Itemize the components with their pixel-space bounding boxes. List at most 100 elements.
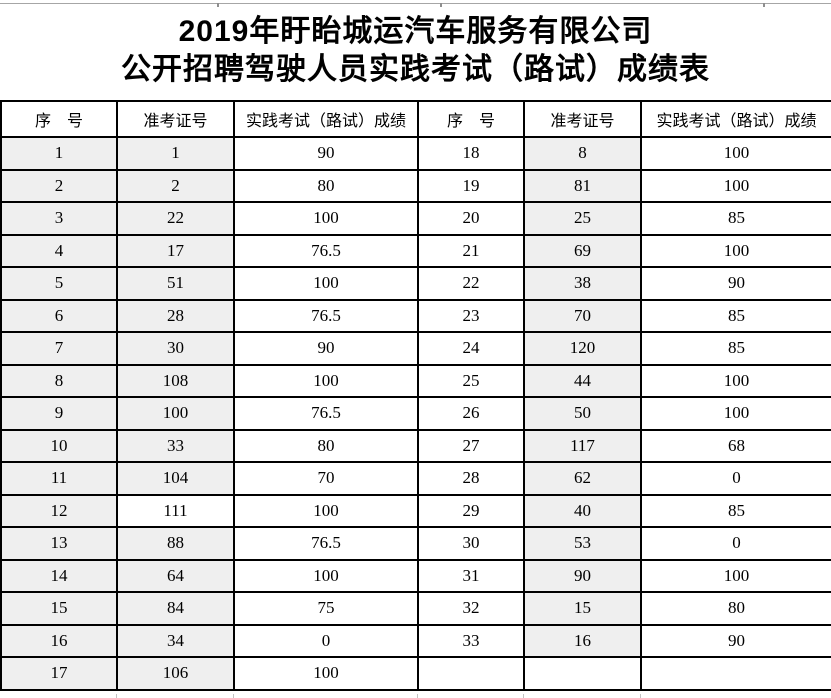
serial-cell: 1 [0,136,118,171]
serial-cell [417,656,525,691]
grid-line [523,694,524,698]
ticket-cell: 70 [523,298,642,333]
grid-line [640,694,641,698]
score-cell: 76.5 [233,526,419,561]
partial-top-gridline [0,3,831,7]
serial-cell: 30 [417,526,525,561]
column-header: 序 号 [0,100,118,138]
score-cell: 100 [640,396,831,431]
serial-cell: 10 [0,428,118,463]
ticket-cell: 28 [116,298,235,333]
score-table: 序 号准考证号 实践考试（路试）成绩序 号准考证号 实践考试（路试）成绩 1 1 90 1… [0,100,831,691]
grid-line [233,694,234,698]
ticket-cell [523,656,642,691]
table-row: 15 84 75 32 15 80 [0,591,831,626]
ticket-cell: 90 [523,558,642,593]
score-cell: 90 [640,623,831,658]
serial-cell: 18 [417,136,525,171]
score-cell: 85 [640,493,831,528]
ticket-cell: 69 [523,233,642,268]
score-cell: 100 [233,493,419,528]
ticket-cell: 120 [523,331,642,366]
serial-cell: 7 [0,331,118,366]
serial-cell: 24 [417,331,525,366]
column-header: 序 号 [417,100,525,138]
score-cell: 0 [640,526,831,561]
ticket-cell: 22 [116,201,235,236]
score-cell: 85 [640,331,831,366]
ticket-cell: 30 [116,331,235,366]
score-cell: 85 [640,298,831,333]
table-header-row: 序 号准考证号 实践考试（路试）成绩序 号准考证号 实践考试（路试）成绩 [0,100,831,138]
ticket-cell: 64 [116,558,235,593]
column-header: 准考证号 [116,100,235,138]
column-header: 实践考试（路试）成绩 [233,100,419,138]
score-cell: 100 [640,558,831,593]
serial-cell: 13 [0,526,118,561]
ticket-cell: 53 [523,526,642,561]
score-cell: 100 [233,266,419,301]
score-cell: 0 [640,461,831,496]
score-cell: 90 [233,331,419,366]
serial-cell: 5 [0,266,118,301]
ticket-cell: 1 [116,136,235,171]
table-row: 16 34 0 33 16 90 [0,623,831,658]
ticket-cell: 15 [523,591,642,626]
ticket-cell: 84 [116,591,235,626]
score-cell: 100 [233,656,419,691]
score-cell: 100 [640,363,831,398]
score-cell: 100 [640,233,831,268]
title-line-2: 公开招聘驾驶人员实践考试（路试）成绩表 [121,53,710,86]
serial-cell: 26 [417,396,525,431]
ticket-cell: 106 [116,656,235,691]
score-cell: 80 [233,428,419,463]
serial-cell: 4 [0,233,118,268]
table-row: 8 108 100 25 44 100 [0,363,831,398]
ticket-cell: 108 [116,363,235,398]
score-cell: 100 [233,201,419,236]
serial-cell: 17 [0,656,118,691]
score-cell: 100 [233,363,419,398]
ticket-cell: 25 [523,201,642,236]
ticket-cell: 16 [523,623,642,658]
ticket-cell: 8 [523,136,642,171]
serial-cell: 16 [0,623,118,658]
table-row: 10 33 80 27 117 68 [0,428,831,463]
score-cell: 75 [233,591,419,626]
ticket-cell: 40 [523,493,642,528]
table-row: 5 51 100 22 38 90 [0,266,831,301]
table-row: 3 22 100 20 25 85 [0,201,831,236]
score-cell: 70 [233,461,419,496]
table-row: 7 30 90 24 120 85 [0,331,831,366]
ticket-cell: 38 [523,266,642,301]
ticket-cell: 81 [523,168,642,203]
score-cell: 80 [640,591,831,626]
ticket-cell: 62 [523,461,642,496]
serial-cell: 12 [0,493,118,528]
serial-cell: 31 [417,558,525,593]
title-line-1: 2019年盱眙城运汽车服务有限公司 [178,15,653,48]
table-row: 6 28 76.5 23 70 85 [0,298,831,333]
grid-tick [217,3,219,7]
serial-cell: 2 [0,168,118,203]
table-row: 17 106 100 [0,656,831,691]
serial-cell: 9 [0,396,118,431]
ticket-cell: 34 [116,623,235,658]
page-title: 2019年盱眙城运汽车服务有限公司 公开招聘驾驶人员实践考试（路试）成绩表 [0,13,831,89]
serial-cell: 32 [417,591,525,626]
grid-line [417,694,418,698]
ticket-cell: 44 [523,363,642,398]
score-cell: 100 [640,168,831,203]
ticket-cell: 51 [116,266,235,301]
table-row: 4 17 76.5 21 69 100 [0,233,831,268]
ticket-cell: 100 [116,396,235,431]
serial-cell: 20 [417,201,525,236]
serial-cell: 23 [417,298,525,333]
serial-cell: 29 [417,493,525,528]
serial-cell: 27 [417,428,525,463]
ticket-cell: 88 [116,526,235,561]
ticket-cell: 17 [116,233,235,268]
grid-line [116,694,117,698]
serial-cell: 6 [0,298,118,333]
ticket-cell: 50 [523,396,642,431]
